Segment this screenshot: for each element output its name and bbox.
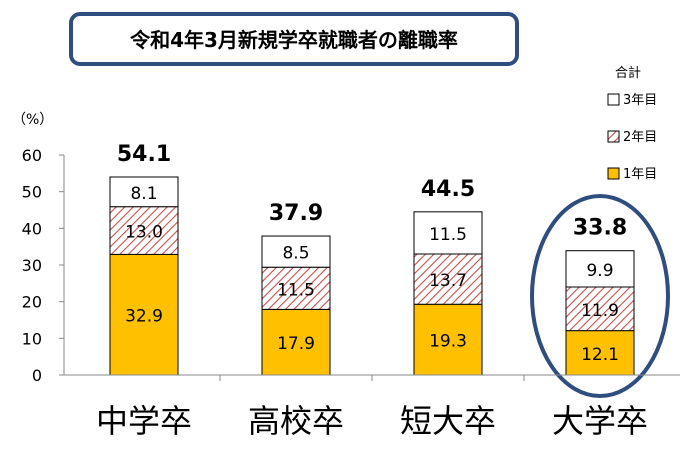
category-label: 中学卒 <box>96 402 192 440</box>
segment-value-label: 13.7 <box>429 271 467 291</box>
segment-value-label: 9.9 <box>586 261 613 281</box>
segment-value-label: 17.9 <box>277 334 315 354</box>
segment-value-label: 11.5 <box>429 225 467 245</box>
bar-segment <box>109 206 179 255</box>
total-value-label: 33.8 <box>573 216 627 241</box>
segment-value-label: 19.3 <box>429 332 467 352</box>
segment-value-label: 8.1 <box>130 184 157 204</box>
plot-area: 32.9 13.0 8.1 54.1 17.9 11.5 8.5 37.9 19.3 13.7 11… <box>109 142 670 398</box>
bar-segment <box>261 235 331 268</box>
legend-swatch <box>607 167 620 180</box>
legend-label: 2年目 <box>623 130 657 145</box>
y-axis: 0 10 20 30 40 50 60 <box>22 146 65 385</box>
bar-segment <box>109 253 179 376</box>
y-tick-label: 30 <box>22 256 42 275</box>
x-axis: 中学卒 高校卒 短大卒 大学卒 <box>64 374 680 440</box>
category-label: 高校卒 <box>248 402 344 440</box>
legend-label: 3年目 <box>623 93 657 108</box>
legend-label: 1年目 <box>623 167 657 182</box>
legend-swatch <box>607 93 620 106</box>
total-value-label: 54.1 <box>117 142 171 167</box>
y-tick-label: 40 <box>22 219 42 238</box>
chart-title-box: 令和4年3月新規学卒就職者の離職率 <box>69 12 519 66</box>
total-value-label: 37.9 <box>269 201 323 226</box>
bar-segment <box>413 211 483 255</box>
legend: 合計 3年目 2年目 1年目 <box>607 65 657 182</box>
bar-segment <box>565 286 635 332</box>
bar-segment <box>565 250 635 288</box>
highlight-ellipse <box>530 194 670 398</box>
y-tick-label: 60 <box>22 146 42 165</box>
y-axis-unit-label: （%） <box>12 112 53 128</box>
y-tick-label: 50 <box>22 183 42 202</box>
bar-segment <box>261 308 331 376</box>
segment-value-label: 11.5 <box>277 280 315 300</box>
segment-value-label: 12.1 <box>581 345 619 365</box>
segment-value-label: 32.9 <box>125 307 163 327</box>
y-tick-label: 10 <box>22 329 42 348</box>
segment-value-label: 8.5 <box>282 244 309 264</box>
chart-title: 令和4年3月新規学卒就職者の離職率 <box>130 28 458 52</box>
segment-value-label: 13.0 <box>125 223 163 243</box>
y-tick-label: 20 <box>22 293 42 312</box>
legend-swatch <box>607 130 620 143</box>
bar-segment <box>109 176 179 208</box>
bar-segment <box>565 330 635 376</box>
segment-value-label: 11.9 <box>581 301 619 321</box>
total-value-label: 44.5 <box>421 177 475 202</box>
category-label: 短大卒 <box>400 402 496 440</box>
category-label: 大学卒 <box>552 402 648 440</box>
y-tick-label: 0 <box>32 366 42 385</box>
legend-title: 合計 <box>615 65 641 81</box>
bar-segment <box>261 266 331 310</box>
